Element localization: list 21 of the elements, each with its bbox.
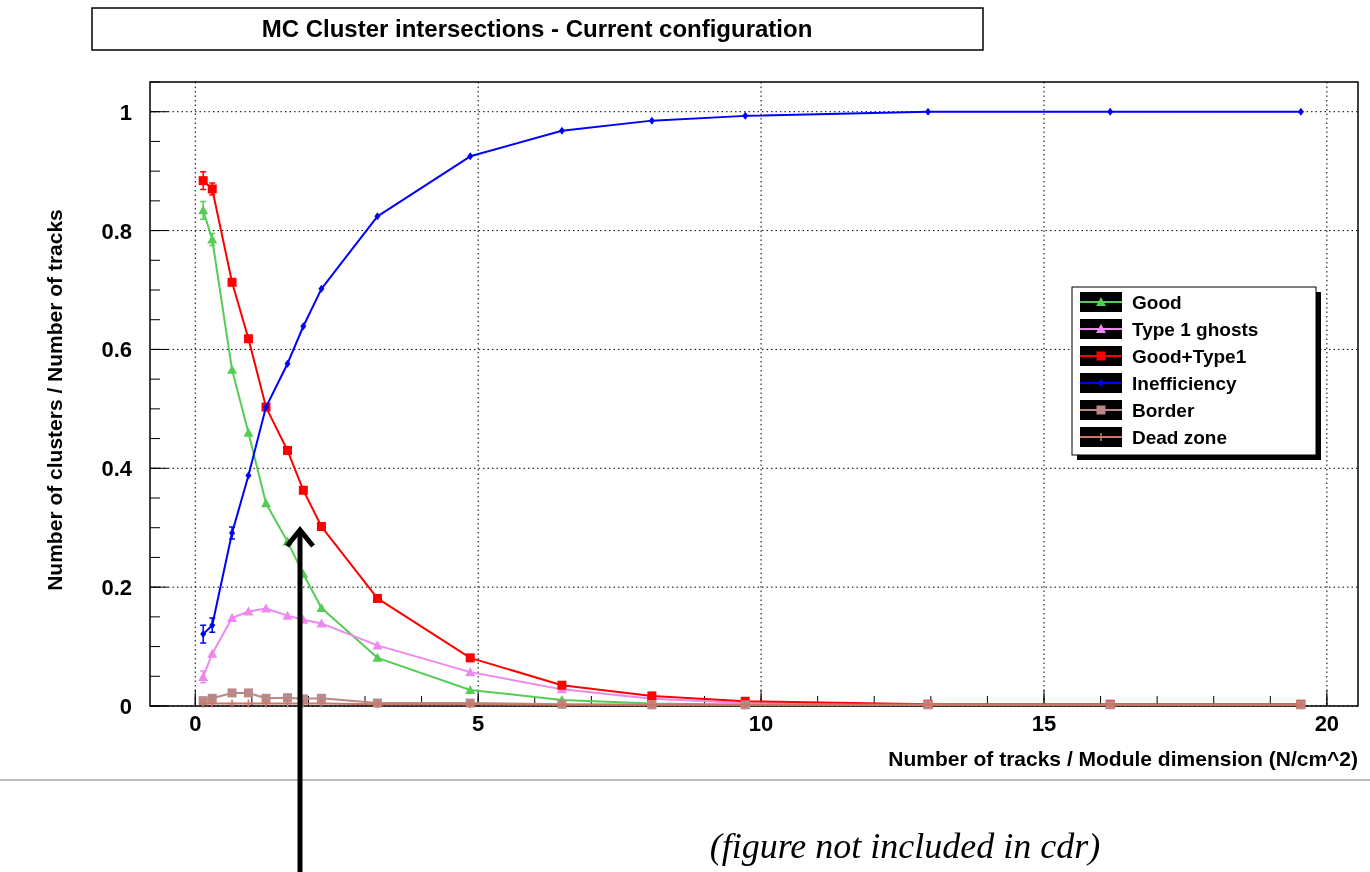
legend-label: Border: [1132, 400, 1195, 421]
x-tick-label: 0: [189, 711, 202, 736]
y-tick-label: 1: [119, 99, 132, 125]
y-tick-label: 0.4: [101, 456, 133, 482]
legend-label: Inefficiency: [1132, 373, 1237, 394]
y-axis-title: Number of clusters / Number of tracks: [43, 209, 66, 591]
y-tick-label: 0.8: [101, 218, 132, 244]
chart-title: MC Cluster intersections - Current configuration: [261, 15, 813, 42]
x-axis-title: Number of tracks / Module dimension (N/cm^2): [888, 747, 1358, 770]
legend-label: Type 1 ghosts: [1132, 319, 1259, 340]
y-tick-label: 0.6: [101, 337, 132, 363]
legend-label: Good: [1132, 292, 1182, 313]
text: (figure not included in cdr): [709, 826, 1101, 866]
legend-label: Dead zone: [1132, 427, 1228, 448]
legend-label: Good+Type1: [1132, 346, 1247, 367]
x-tick-label: 15: [1031, 711, 1057, 736]
y-tick-label: 0.2: [101, 575, 132, 601]
x-tick-label: 5: [472, 711, 485, 736]
x-tick-label: 10: [748, 711, 774, 736]
x-tick-label: 20: [1314, 711, 1340, 736]
y-tick-label: 0: [119, 694, 132, 719]
